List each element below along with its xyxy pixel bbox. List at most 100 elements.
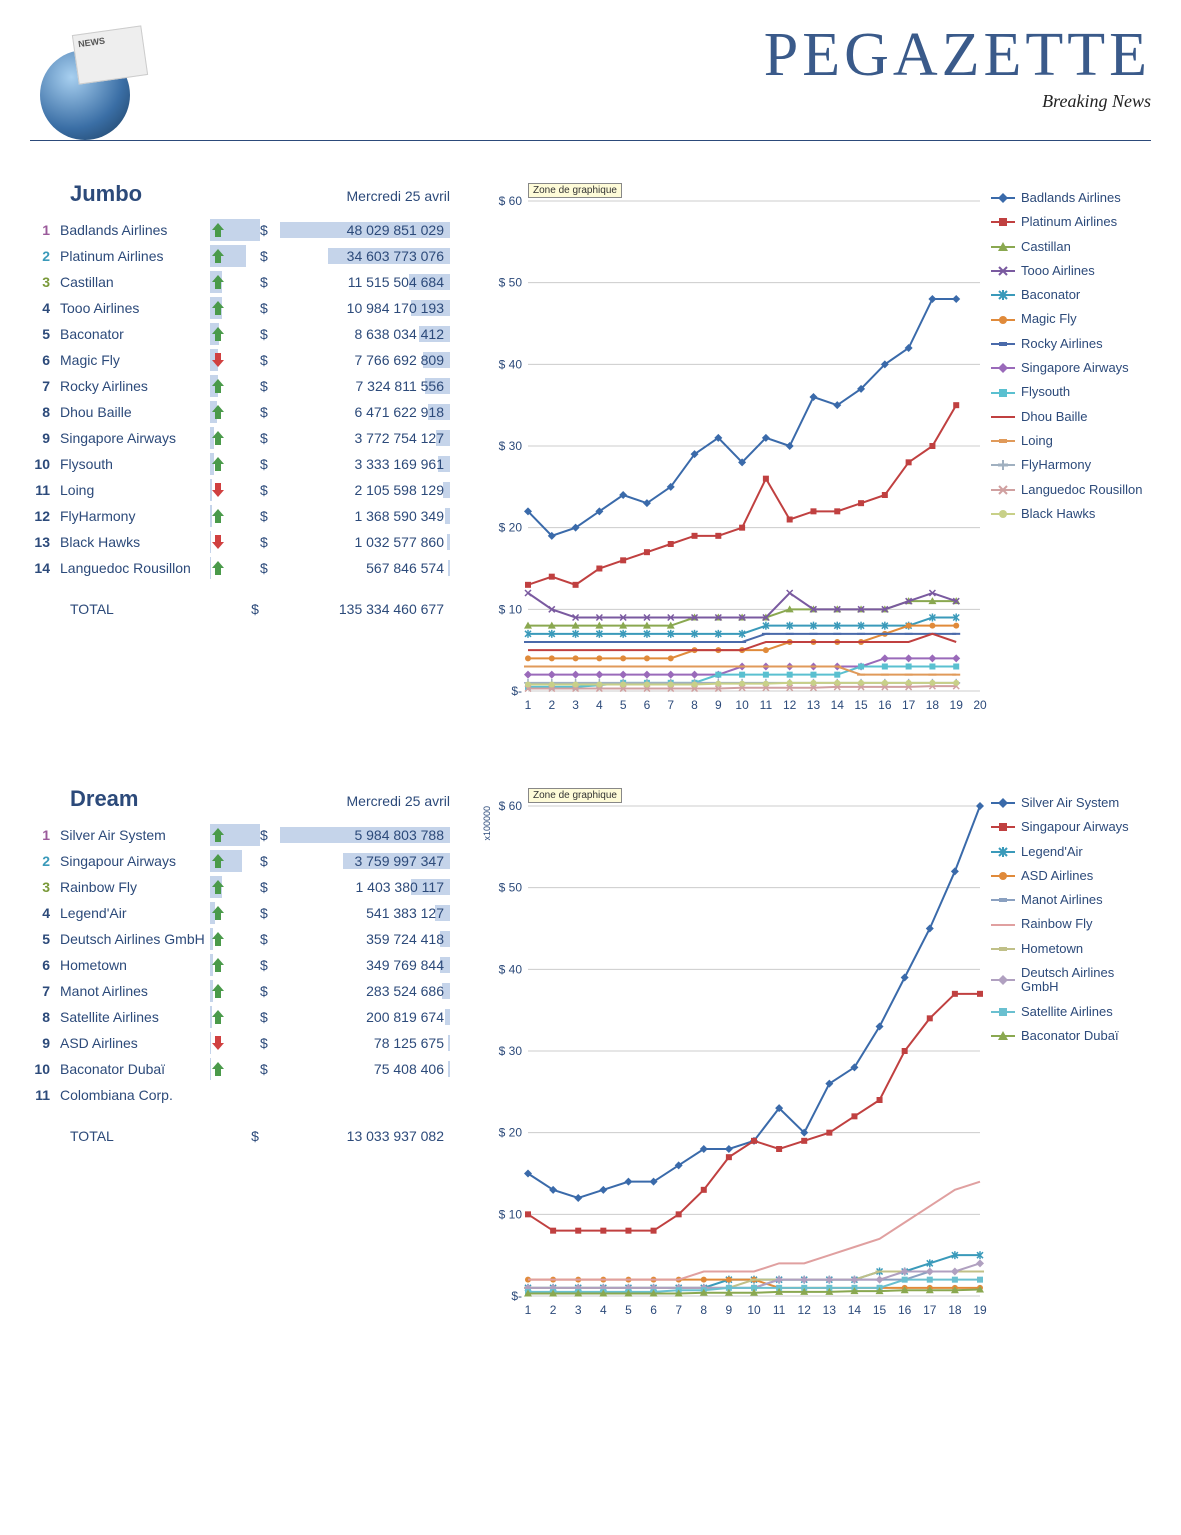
- legend-item: Black Hawks: [991, 507, 1151, 521]
- value-cell: 349 769 844: [280, 957, 450, 973]
- value-cell: 1 368 590 349: [280, 508, 450, 524]
- chart-column: Zone de graphique x100000 $-$ 10$ 20$ 30…: [480, 786, 1151, 1331]
- airline-name: Rocky Airlines: [60, 378, 210, 394]
- page-subtitle: Breaking News: [150, 91, 1151, 112]
- svg-text:10: 10: [747, 1303, 761, 1317]
- trend-cell: [210, 375, 260, 397]
- svg-text:14: 14: [831, 698, 845, 712]
- value-cell: 1 403 380 117: [280, 879, 450, 895]
- table-row: 6 Magic Fly $ 7 766 692 809: [30, 347, 450, 373]
- table-row: 9 Singapore Airways $ 3 772 754 127: [30, 425, 450, 451]
- table-row: 14 Languedoc Rousillon $ 567 846 574: [30, 555, 450, 581]
- table-row: 5 Baconator $ 8 638 034 412: [30, 321, 450, 347]
- trend-cell: [210, 297, 260, 319]
- legend-label: Tooo Airlines: [1021, 264, 1095, 278]
- legend-label: Legend'Air: [1021, 845, 1083, 859]
- legend-label: Hometown: [1021, 942, 1083, 956]
- value-cell: 7 324 811 556: [280, 378, 450, 394]
- svg-text:7: 7: [667, 698, 674, 712]
- airline-name: Loing: [60, 482, 210, 498]
- table-row: 4 Legend'Air $ 541 383 127: [30, 900, 450, 926]
- airline-name: Flysouth: [60, 456, 210, 472]
- trend-cell: [210, 531, 260, 553]
- legend-item: FlyHarmony: [991, 458, 1151, 472]
- airline-name: Rainbow Fly: [60, 879, 210, 895]
- table-row: 1 Badlands Airlines $ 48 029 851 029: [30, 217, 450, 243]
- airline-name: Magic Fly: [60, 352, 210, 368]
- value-cell: 3 333 169 961: [280, 456, 450, 472]
- page: NEWS PEGAZETTE Breaking News Jumbo Mercr…: [0, 0, 1181, 1411]
- chart-column: Zone de graphique $-$ 10$ 20$ 30$ 40$ 50…: [480, 181, 1151, 726]
- legend-label: Platinum Airlines: [1021, 215, 1117, 229]
- rank-number: 13: [30, 534, 60, 550]
- total-currency: $: [220, 1128, 290, 1144]
- currency-symbol: $: [260, 879, 280, 895]
- airline-name: Baconator: [60, 326, 210, 342]
- rank-number: 8: [30, 1009, 60, 1025]
- svg-text:13: 13: [823, 1303, 837, 1317]
- section-header: Jumbo Mercredi 25 avril: [30, 181, 450, 207]
- svg-text:3: 3: [575, 1303, 582, 1317]
- legend-marker-icon: [991, 411, 1015, 423]
- trend-cell: [210, 902, 260, 924]
- rank-number: 14: [30, 560, 60, 576]
- legend-marker-icon: [991, 241, 1015, 253]
- section-jumbo: Jumbo Mercredi 25 avril 1 Badlands Airli…: [30, 181, 1151, 726]
- legend-marker-icon: [991, 919, 1015, 931]
- currency-symbol: $: [260, 326, 280, 342]
- legend-item: Satellite Airlines: [991, 1005, 1151, 1019]
- svg-text:18: 18: [926, 698, 940, 712]
- trend-cell: [210, 1032, 260, 1054]
- table-row: 8 Dhou Baille $ 6 471 622 918: [30, 399, 450, 425]
- total-currency: $: [220, 601, 290, 617]
- zone-label: Zone de graphique: [528, 788, 622, 803]
- legend-label: Baconator Dubaï: [1021, 1029, 1119, 1043]
- table-row: 4 Tooo Airlines $ 10 984 170 193: [30, 295, 450, 321]
- arrow-up-icon: [212, 906, 224, 920]
- rank-number: 7: [30, 378, 60, 394]
- trend-cell: [210, 1058, 260, 1080]
- table-row: 9 ASD Airlines $ 78 125 675: [30, 1030, 450, 1056]
- arrow-up-icon: [212, 327, 224, 341]
- svg-text:2: 2: [550, 1303, 557, 1317]
- rank-number: 12: [30, 508, 60, 524]
- arrow-up-icon: [212, 958, 224, 972]
- table-row: 1 Silver Air System $ 5 984 803 788: [30, 822, 450, 848]
- legend-label: Languedoc Rousillon: [1021, 483, 1142, 497]
- legend-marker-icon: [991, 362, 1015, 374]
- currency-symbol: $: [260, 931, 280, 947]
- svg-text:11: 11: [760, 698, 773, 712]
- currency-symbol: $: [260, 508, 280, 524]
- value-cell: 7 766 692 809: [280, 352, 450, 368]
- svg-text:3: 3: [572, 698, 579, 712]
- airline-name: Colombiana Corp.: [60, 1087, 210, 1103]
- airline-name: Dhou Baille: [60, 404, 210, 420]
- rank-number: 6: [30, 352, 60, 368]
- header: NEWS PEGAZETTE Breaking News: [30, 20, 1151, 141]
- legend-item: Flysouth: [991, 385, 1151, 399]
- svg-text:7: 7: [675, 1303, 682, 1317]
- table-column: Dream Mercredi 25 avril 1 Silver Air Sys…: [30, 786, 450, 1331]
- rank-number: 9: [30, 430, 60, 446]
- svg-text:16: 16: [898, 1303, 912, 1317]
- title-block: PEGAZETTE Breaking News: [150, 20, 1151, 112]
- trend-cell: [210, 928, 260, 950]
- legend-item: Platinum Airlines: [991, 215, 1151, 229]
- svg-text:6: 6: [644, 698, 651, 712]
- svg-text:$ 20: $ 20: [499, 1126, 523, 1140]
- legend-item: Rainbow Fly: [991, 917, 1151, 931]
- arrow-up-icon: [212, 828, 224, 842]
- legend-marker-icon: [991, 216, 1015, 228]
- trend-cell: [210, 479, 260, 501]
- legend-item: Rocky Airlines: [991, 337, 1151, 351]
- currency-symbol: $: [260, 248, 280, 264]
- legend-item: Magic Fly: [991, 312, 1151, 326]
- arrow-up-icon: [212, 249, 224, 263]
- trend-cell: [210, 1006, 260, 1028]
- arrow-down-icon: [212, 535, 224, 549]
- svg-text:$-: $-: [511, 1289, 522, 1303]
- svg-text:$ 60: $ 60: [499, 799, 523, 813]
- legend-marker-icon: [991, 974, 1015, 986]
- trend-cell: [210, 824, 260, 846]
- airline-name: Satellite Airlines: [60, 1009, 210, 1025]
